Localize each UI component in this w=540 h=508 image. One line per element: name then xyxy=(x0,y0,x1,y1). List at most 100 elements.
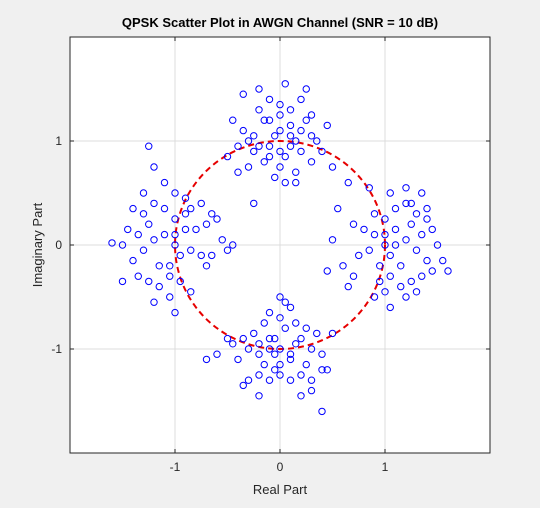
scatter-point xyxy=(297,371,305,379)
scatter-point xyxy=(349,220,358,228)
scatter-point xyxy=(202,262,211,270)
scatter-point xyxy=(344,282,352,291)
scatter-point xyxy=(187,246,195,254)
scatter-point xyxy=(281,80,289,88)
scatter-point xyxy=(281,152,289,161)
scatter-point xyxy=(386,189,394,197)
scatter-point xyxy=(208,251,216,260)
scatter-point xyxy=(307,158,316,166)
scatter-point xyxy=(276,147,284,156)
scatter-point xyxy=(418,189,426,197)
scatter-point xyxy=(160,230,169,239)
scatter-point xyxy=(402,184,410,192)
scatter-point xyxy=(176,251,184,260)
scatter-point xyxy=(439,256,447,265)
scatter-point xyxy=(150,163,158,171)
scatter-point xyxy=(328,163,337,171)
scatter-point xyxy=(271,334,279,343)
scatter-point xyxy=(255,106,263,114)
scatter-point xyxy=(386,272,394,280)
scatter-point xyxy=(397,282,405,291)
scatter-point xyxy=(276,293,284,301)
scatter-point xyxy=(145,142,153,150)
chart-title: QPSK Scatter Plot in AWGN Channel (SNR =… xyxy=(122,15,438,30)
scatter-point xyxy=(376,277,384,286)
scatter-point xyxy=(171,215,179,223)
scatter-point xyxy=(407,199,415,208)
scatter-point xyxy=(297,95,305,104)
scatter-point xyxy=(412,210,421,218)
scatter-point xyxy=(323,267,331,275)
scatter-point xyxy=(229,340,237,348)
scatter-point xyxy=(134,230,142,239)
scatter-point xyxy=(265,334,274,343)
scatter-point xyxy=(370,210,379,218)
scatter-point xyxy=(276,100,284,109)
scatter-point xyxy=(244,376,253,384)
scatter-point xyxy=(213,215,221,223)
scatter-point xyxy=(139,210,148,218)
scatter-point xyxy=(255,371,263,379)
scatter-point xyxy=(160,204,169,213)
scatter-point xyxy=(255,340,263,348)
scatter-point xyxy=(339,262,347,270)
scatter-point xyxy=(391,241,400,249)
scatter-point xyxy=(418,272,426,280)
scatter-point xyxy=(160,178,169,187)
scatter-point xyxy=(213,350,221,358)
scatter-point xyxy=(187,204,195,213)
scatter-point xyxy=(381,230,389,239)
scatter-point xyxy=(250,147,258,156)
scatter-point xyxy=(255,85,263,93)
scatter-point xyxy=(229,241,237,249)
scatter-point xyxy=(402,236,410,244)
scatter-point xyxy=(318,350,326,358)
scatter-point xyxy=(265,308,274,317)
scatter-point xyxy=(307,386,316,395)
scatter-point xyxy=(365,184,373,192)
scatter-point xyxy=(265,376,274,384)
scatter-point xyxy=(297,126,305,135)
scatter-point xyxy=(397,262,405,270)
scatter-point xyxy=(407,220,415,228)
scatter-point xyxy=(281,298,289,306)
scatter-point xyxy=(166,262,174,270)
scatter-point xyxy=(271,350,279,358)
scatter-point xyxy=(292,340,300,348)
scatter-point xyxy=(423,204,431,213)
scatter-point xyxy=(402,199,410,208)
scatter-point xyxy=(276,345,284,353)
scatter-point xyxy=(223,334,232,343)
scatter-point xyxy=(171,241,179,249)
scatter-point xyxy=(166,272,174,280)
scatter-point xyxy=(297,147,305,156)
scatter-point xyxy=(265,152,274,161)
scatter-point xyxy=(260,360,268,369)
scatter-point xyxy=(433,241,442,249)
scatter-point xyxy=(171,189,179,197)
scatter-point xyxy=(302,360,310,369)
scatter-point xyxy=(370,230,379,239)
reference-circle-layer xyxy=(174,140,386,350)
scatter-point xyxy=(318,407,326,416)
scatter-point xyxy=(323,121,331,130)
x-tick-label: 1 xyxy=(382,460,389,474)
scatter-point xyxy=(108,239,116,247)
scatter-point xyxy=(302,85,310,93)
scatter-point xyxy=(360,225,368,234)
scatter-point xyxy=(218,236,226,244)
scatter-point xyxy=(255,142,263,150)
scatter-point xyxy=(423,256,431,265)
scatter-point xyxy=(423,215,431,223)
x-axis-label: Real Part xyxy=(253,482,308,497)
scatter-point xyxy=(286,376,295,384)
scatter-point xyxy=(381,288,389,296)
scatter-point xyxy=(166,293,174,301)
scatter-point xyxy=(239,381,247,390)
data-points xyxy=(108,80,452,416)
scatter-point xyxy=(292,319,300,327)
scatter-point xyxy=(155,282,163,291)
scatter-point xyxy=(260,158,268,166)
scatter-point xyxy=(428,225,436,234)
scatter-point xyxy=(118,241,127,249)
